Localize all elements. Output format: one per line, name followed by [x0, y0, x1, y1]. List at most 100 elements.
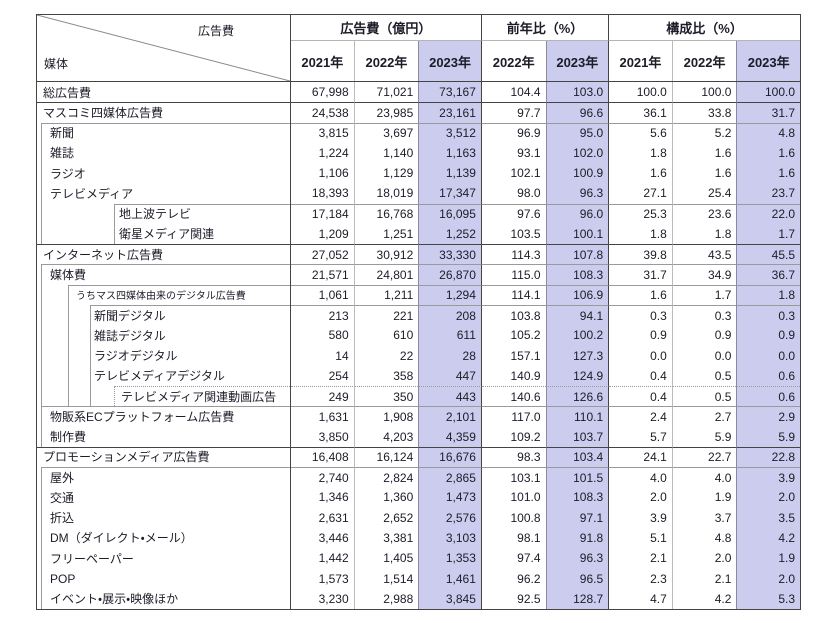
- row-separator-line: [37, 446, 290, 448]
- cell-share-2023: 45.5: [736, 244, 800, 265]
- cell-ad-2021: 24,538: [291, 102, 355, 123]
- table-row: インターネット広告費 27,052 30,912 33,330 114.3 107.8 39…: [37, 244, 800, 265]
- cell-yoy-2022: 98.1: [517, 530, 541, 545]
- cell-ad-2022: 1,140: [383, 145, 414, 160]
- year-header-share-2023: 2023年: [736, 41, 800, 81]
- cell-share-2022: 22.7: [672, 446, 737, 467]
- year-header-cost-2023: 2023年: [418, 41, 482, 81]
- cell-yoy-2023: 100.9: [545, 163, 610, 184]
- indent-rail: [41, 304, 42, 326]
- cell-ad-2021: 580: [291, 325, 355, 346]
- cell-ad-2023: 2,101: [418, 406, 482, 427]
- cell-share-2022: 25.4: [708, 186, 732, 201]
- cell-share-2021: 1.6: [609, 284, 673, 305]
- row-separator-line: [37, 102, 290, 104]
- row-label-cell: フリーペーパー: [37, 548, 291, 569]
- cell-share-2022: 5.9: [714, 429, 732, 444]
- cell-ad-2021: 1,209: [291, 223, 355, 245]
- cell-ad-2021: 1,573: [291, 568, 355, 589]
- group-header-yoy: 前年比（%）: [481, 15, 610, 41]
- row-separator-line: [90, 304, 290, 306]
- cell-ad-2023: 3,103: [418, 527, 482, 549]
- indent-rail: [41, 385, 42, 407]
- cell-share-2021: 1.6: [609, 163, 673, 184]
- table-row: イベント・展示・映像ほか 3,230 2,988 3,845 92.5 128.7 4.7 4…: [37, 588, 800, 609]
- indent-rail: [41, 548, 42, 569]
- cell-ad-2023: 611: [418, 325, 482, 346]
- indent-rail: [90, 365, 91, 386]
- cell-share-2023: 3.5: [736, 507, 800, 528]
- row-label-cell: 総広告費: [37, 82, 291, 103]
- row-label-cell: 物販系ECプラットフォーム広告費: [37, 406, 291, 427]
- indent-rail: [41, 406, 42, 427]
- cell-ad-2021: 1,106: [291, 163, 355, 184]
- row-separator-line: [37, 244, 290, 246]
- cell-share-2022: 5.2: [672, 122, 737, 143]
- cell-ad-2022: 1,129: [383, 166, 414, 181]
- cell-share-2021: 0.4: [609, 385, 673, 407]
- row-label: 地上波テレビ: [119, 207, 192, 222]
- cell-yoy-2023: 103.7: [545, 426, 610, 447]
- row-label: 新聞: [50, 126, 75, 141]
- row-label-cell: プロモーションメディア広告費: [37, 446, 291, 468]
- cell-ad-2022: 1,514: [383, 571, 414, 586]
- cell-yoy-2022: 96.9: [481, 122, 546, 143]
- table-row: マスコミ四媒体広告費 24,538 23,985 23,161 97.7 96.6 36.1…: [37, 102, 800, 123]
- table-row: POP 1,573 1,514 1,461 96.2 96.5 2.3 2.1 2.0: [37, 568, 800, 589]
- row-label: 衛星メディア関連: [119, 227, 215, 242]
- cell-yoy-2022: 114.3: [481, 244, 546, 264]
- indent-rail: [41, 264, 42, 285]
- cell-ad-2021: 2,740: [291, 467, 355, 488]
- row-separator-line: [41, 264, 290, 266]
- cell-share-2021: 5.7: [609, 426, 673, 447]
- cell-ad-2023: 2,576: [418, 507, 482, 528]
- table-row: 新聞デジタル 213 221 208 103.8 94.1 0.3 0.3 0.3: [37, 304, 800, 326]
- cell-share-2023: 0.6: [736, 385, 800, 407]
- cell-share-2023: 5.3: [736, 588, 800, 609]
- cell-ad-2023: 17,347: [418, 183, 482, 204]
- cell-share-2021: 2.1: [609, 548, 673, 569]
- row-label-cell: テレビメディア関連動画広告: [37, 385, 291, 407]
- cell-yoy-2022: 140.6: [481, 385, 546, 406]
- row-label-cell: 屋外: [37, 467, 291, 488]
- row-label: ラジオ: [50, 166, 86, 181]
- indent-rail: [41, 507, 42, 528]
- cell-ad-2023: 1,163: [418, 142, 482, 164]
- row-label-cell: 衛星メディア関連: [37, 223, 291, 245]
- cell-ad-2021: 3,850: [291, 426, 355, 447]
- cell-ad-2023: 16,676: [418, 446, 482, 468]
- cell-share-2023: 31.7: [736, 102, 800, 123]
- cell-ad-2022: 2,824: [354, 467, 419, 487]
- row-label-cell: 雑誌デジタル: [37, 325, 291, 346]
- row-label-cell: 地上波テレビ: [37, 203, 291, 224]
- row-label: マスコミ四媒体広告費: [43, 105, 164, 120]
- row-label: プロモーションメディア広告費: [43, 450, 210, 465]
- row-label: フリーペーパー: [50, 551, 134, 566]
- cell-ad-2021: 3,230: [291, 588, 355, 609]
- row-label: 物販系ECプラットフォーム広告費: [50, 409, 235, 424]
- cell-yoy-2023: 97.1: [545, 507, 610, 528]
- cell-share-2023: 36.7: [736, 264, 800, 285]
- table-row: 折込 2,631 2,652 2,576 100.8 97.1 3.9 3.7 3.5: [37, 507, 800, 528]
- row-label: ラジオデジタル: [94, 349, 178, 364]
- cell-share-2021: 0.4: [609, 365, 673, 386]
- cell-yoy-2022: 101.0: [510, 490, 541, 505]
- indent-rail: [41, 122, 42, 143]
- cell-ad-2023: 443: [418, 385, 482, 407]
- cell-yoy-2022: 109.2: [510, 429, 541, 444]
- row-label-cell: イベント・展示・映像ほか: [37, 588, 291, 609]
- cell-yoy-2022: 97.7: [481, 102, 546, 122]
- cell-yoy-2023: 100.1: [545, 223, 610, 245]
- cell-yoy-2023: 110.1: [545, 406, 610, 427]
- table-row: 制作費 3,850 4,203 4,359 109.2 103.7 5.7 5.9 5.9: [37, 426, 800, 447]
- cell-ad-2021: 14: [291, 345, 355, 366]
- row-label: 折込: [50, 511, 75, 526]
- cell-ad-2021: 16,408: [291, 446, 355, 468]
- cell-share-2022: 1.7: [672, 284, 737, 305]
- indent-rail: [41, 325, 42, 346]
- cell-ad-2022: 1,251: [383, 226, 414, 241]
- indent-rail: [41, 203, 42, 224]
- row-label-cell: ラジオデジタル: [37, 345, 291, 366]
- cell-yoy-2022: 157.1: [510, 348, 541, 363]
- table-row: 総広告費 67,998 71,021 73,167 104.4 103.0 100.0 100…: [37, 82, 800, 103]
